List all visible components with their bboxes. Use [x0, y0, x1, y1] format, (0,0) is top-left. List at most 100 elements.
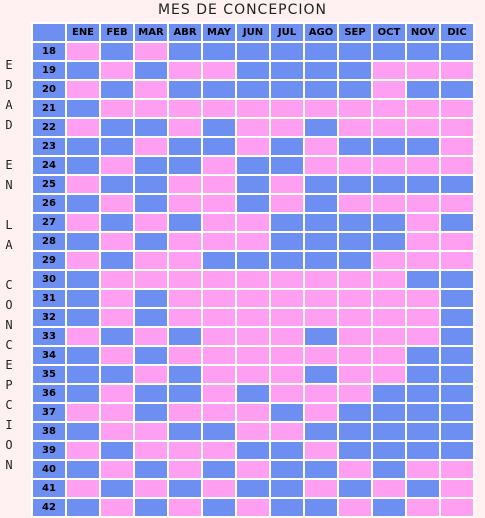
table-row: 38 — [33, 423, 473, 440]
month-header-ene: ENE — [67, 24, 99, 41]
grid-cell-boy — [237, 81, 269, 98]
grid-cell-boy — [305, 366, 337, 383]
grid-cell-girl — [373, 480, 405, 497]
grid-cell-girl — [237, 119, 269, 136]
grid-cell-girl — [339, 119, 371, 136]
header-corner — [33, 24, 65, 41]
grid-cell-girl — [203, 442, 235, 459]
table-row: 34 — [33, 347, 473, 364]
grid-cell-girl — [339, 328, 371, 345]
grid-cell-girl — [305, 290, 337, 307]
side-label-letter: E — [5, 358, 13, 372]
grid-cell-girl — [305, 309, 337, 326]
grid-cell-boy — [339, 81, 371, 98]
grid-cell-girl — [441, 119, 473, 136]
age-label: 40 — [33, 461, 65, 478]
side-label-letter: A — [5, 98, 13, 112]
grid-cell-girl — [373, 309, 405, 326]
age-label: 34 — [33, 347, 65, 364]
grid-cell-girl — [237, 309, 269, 326]
grid-cell-girl — [271, 176, 303, 193]
grid-cell-girl — [373, 366, 405, 383]
grid-cell-boy — [271, 81, 303, 98]
grid-cell-girl — [101, 157, 133, 174]
grid-cell-girl — [169, 442, 201, 459]
grid-cell-girl — [135, 328, 167, 345]
grid-cell-boy — [339, 442, 371, 459]
grid-cell-boy — [203, 81, 235, 98]
grid-cell-girl — [203, 176, 235, 193]
grid-cell-boy — [135, 195, 167, 212]
grid-cell-girl — [203, 328, 235, 345]
grid-cell-girl — [169, 233, 201, 250]
table-row: 22 — [33, 119, 473, 136]
grid-cell-boy — [407, 271, 439, 288]
grid-cell-girl — [169, 271, 201, 288]
grid-cell-boy — [271, 233, 303, 250]
grid-cell-girl — [237, 290, 269, 307]
grid-cell-boy — [373, 404, 405, 421]
age-label: 41 — [33, 480, 65, 497]
grid-cell-boy — [305, 499, 337, 516]
side-label-letter: P — [5, 378, 13, 392]
grid-cell-girl — [169, 290, 201, 307]
grid-cell-girl — [305, 404, 337, 421]
grid-cell-boy — [305, 195, 337, 212]
grid-cell-boy — [203, 119, 235, 136]
grid-cell-boy — [305, 423, 337, 440]
grid-cell-boy — [101, 176, 133, 193]
grid-cell-girl — [203, 309, 235, 326]
grid-cell-boy — [407, 81, 439, 98]
grid-cell-girl — [407, 328, 439, 345]
grid-cell-boy — [339, 404, 371, 421]
grid-cell-girl — [441, 233, 473, 250]
grid-cell-girl — [305, 442, 337, 459]
grid-cell-girl — [203, 214, 235, 231]
month-header-jul: JUL — [271, 24, 303, 41]
grid-cell-boy — [271, 442, 303, 459]
grid-cell-boy — [441, 214, 473, 231]
grid-cell-girl — [135, 214, 167, 231]
grid-cell-girl — [339, 290, 371, 307]
table-row: 18 — [33, 43, 473, 60]
age-label: 25 — [33, 176, 65, 193]
grid-cell-boy — [203, 252, 235, 269]
grid-cell-girl — [339, 157, 371, 174]
grid-cell-boy — [373, 442, 405, 459]
grid-cell-girl — [407, 195, 439, 212]
age-label: 20 — [33, 81, 65, 98]
grid-cell-boy — [101, 480, 133, 497]
side-label-letter: A — [5, 238, 13, 252]
grid-cell-girl — [67, 442, 99, 459]
table-row: 26 — [33, 195, 473, 212]
grid-cell-boy — [67, 138, 99, 155]
grid-cell-boy — [67, 423, 99, 440]
grid-cell-girl — [67, 81, 99, 98]
age-label: 32 — [33, 309, 65, 326]
grid-cell-girl — [67, 480, 99, 497]
grid-cell-girl — [135, 442, 167, 459]
chart-title: MES DE CONCEPCION — [157, 2, 328, 18]
grid-cell-girl — [373, 62, 405, 79]
grid-cell-girl — [271, 195, 303, 212]
grid-cell-girl — [169, 119, 201, 136]
grid-cell-girl — [407, 62, 439, 79]
grid-cell-girl — [237, 214, 269, 231]
grid-cell-boy — [169, 480, 201, 497]
grid-cell-boy — [135, 347, 167, 364]
grid-cell-boy — [373, 138, 405, 155]
grid-cell-boy — [373, 423, 405, 440]
grid-cell-boy — [67, 233, 99, 250]
grid-cell-girl — [101, 385, 133, 402]
grid-cell-boy — [407, 423, 439, 440]
grid-cell-boy — [101, 328, 133, 345]
month-header-sep: SEP — [339, 24, 371, 41]
grid-cell-boy — [135, 385, 167, 402]
grid-cell-boy — [67, 347, 99, 364]
grid-cell-girl — [101, 347, 133, 364]
grid-cell-boy — [67, 100, 99, 117]
grid-cell-girl — [305, 271, 337, 288]
grid-cell-girl — [203, 62, 235, 79]
grid-cell-boy — [67, 157, 99, 174]
grid-cell-boy — [101, 43, 133, 60]
